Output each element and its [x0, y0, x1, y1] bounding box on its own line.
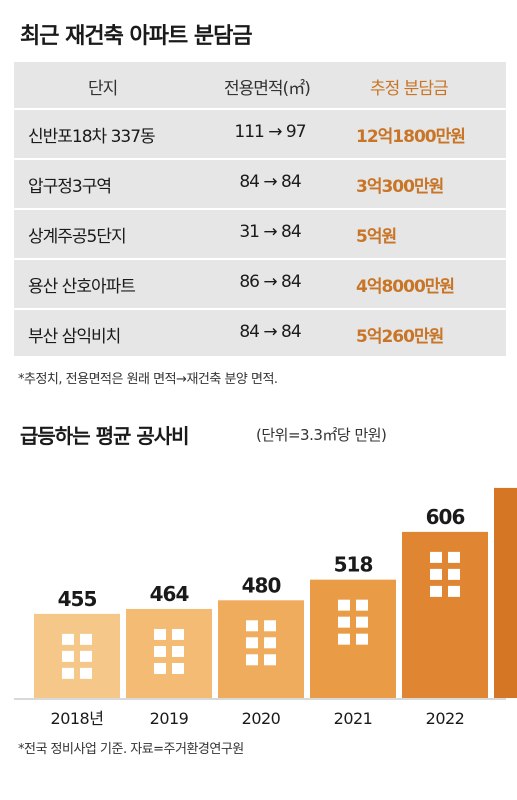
window-icon [246, 620, 258, 632]
construction-cost-chart: 455 2018년 464 2019 480 2020 518 2021 606 2022 6872… [14, 487, 517, 728]
complex-name: 압구정3구역 [28, 177, 112, 197]
chart-title: 급등하는 평균 공사비 [20, 424, 190, 448]
x-tick-label: 2018년 [51, 709, 104, 728]
bar-group: 480 2020 [218, 573, 304, 728]
window-icon [338, 599, 350, 611]
bar-group: 518 2021 [310, 553, 396, 728]
bar [218, 600, 304, 698]
row-divider [14, 258, 506, 260]
window-icon [80, 633, 92, 645]
area-change: 86 → 84 [239, 272, 301, 292]
window-icon [246, 637, 258, 649]
complex-name: 용산 산호아파트 [28, 277, 136, 297]
header-cost: 추정 분담금 [370, 79, 449, 99]
bar [310, 579, 396, 698]
area-change: 111 → 97 [234, 122, 306, 142]
complex-name: 부산 삼익비치 [28, 327, 121, 347]
window-icon [264, 637, 276, 649]
table-header: 단지 전용면적(㎡) 추정 분담금 [14, 62, 506, 108]
window-icon [448, 551, 460, 563]
area-change: 31 → 84 [239, 222, 301, 242]
area-change: 84 → 84 [239, 172, 301, 192]
window-icon [80, 650, 92, 662]
bar-group: 606 2022 [402, 505, 488, 728]
table-row: 상계주공5단지 31 → 84 5억원 [14, 210, 506, 258]
data-label: 606 [426, 505, 465, 529]
bar [126, 608, 212, 698]
estimated-cost: 5억원 [356, 227, 397, 247]
window-icon [80, 667, 92, 679]
bar-group: 455 2018년 [34, 587, 120, 728]
window-icon [338, 633, 350, 645]
bar-group: 464 2019 [126, 582, 212, 728]
window-icon [448, 585, 460, 597]
window-icon [448, 568, 460, 580]
window-icon [172, 645, 184, 657]
window-icon [62, 667, 74, 679]
window-icon [172, 662, 184, 674]
bar [402, 531, 488, 698]
complex-name: 신반포18차 337동 [28, 127, 156, 147]
window-icon [154, 628, 166, 640]
row-divider [14, 108, 506, 110]
window-icon [246, 654, 258, 666]
x-axis-line [14, 698, 506, 700]
area-change: 84 → 84 [239, 322, 301, 342]
page-title: 최근 재건축 아파트 분담금 [20, 24, 253, 49]
x-tick-label: 2020 [242, 709, 281, 728]
row-divider [14, 158, 506, 160]
estimated-cost: 5억260만원 [356, 327, 444, 347]
row-divider [14, 308, 506, 310]
window-icon [356, 599, 368, 611]
x-tick-label: 2019 [150, 709, 189, 728]
table-row: 신반포18차 337동 111 → 97 12억1800만원 [14, 110, 506, 158]
window-icon [264, 654, 276, 666]
window-icon [154, 645, 166, 657]
window-icon [62, 633, 74, 645]
data-label: 464 [150, 582, 189, 606]
window-icon [356, 616, 368, 628]
table-row: 용산 산호아파트 86 → 84 4억8000만원 [14, 260, 506, 308]
window-icon [264, 620, 276, 632]
data-label: 455 [58, 587, 97, 611]
window-icon [172, 628, 184, 640]
estimated-cost: 3억300만원 [356, 177, 444, 197]
header-complex: 단지 [88, 79, 118, 99]
table-row: 부산 삼익비치 84 → 84 5억260만원 [14, 310, 506, 358]
window-icon [62, 650, 74, 662]
row-divider [14, 208, 506, 210]
window-icon [154, 662, 166, 674]
window-icon [430, 585, 442, 597]
bar [34, 613, 120, 698]
chart-unit: (단위=3.3㎡당 만원) [256, 426, 387, 444]
data-label: 480 [242, 573, 281, 597]
complex-name: 상계주공5단지 [28, 227, 127, 247]
bar [494, 487, 517, 698]
bar-group: 6872023 [494, 487, 517, 698]
header-area: 전용면적(㎡) [224, 79, 311, 99]
window-icon [430, 568, 442, 580]
x-tick-label: 2022 [426, 709, 465, 728]
contribution-table: 단지 전용면적(㎡) 추정 분담금 신반포18차 337동 111 → 97 1… [14, 62, 506, 356]
estimated-cost: 4억8000만원 [356, 277, 455, 297]
source-note: *전국 정비사업 기준. 자료=주거환경연구원 [18, 742, 244, 757]
window-icon [430, 551, 442, 563]
data-label: 518 [334, 553, 373, 577]
x-tick-label: 2021 [334, 709, 373, 728]
estimated-cost: 12억1800만원 [356, 127, 466, 147]
window-icon [338, 616, 350, 628]
table-row: 압구정3구역 84 → 84 3억300만원 [14, 160, 506, 208]
table-footnote: *추정치, 전용면적은 원래 면적→재건축 분양 면적. [18, 372, 278, 387]
window-icon [356, 633, 368, 645]
